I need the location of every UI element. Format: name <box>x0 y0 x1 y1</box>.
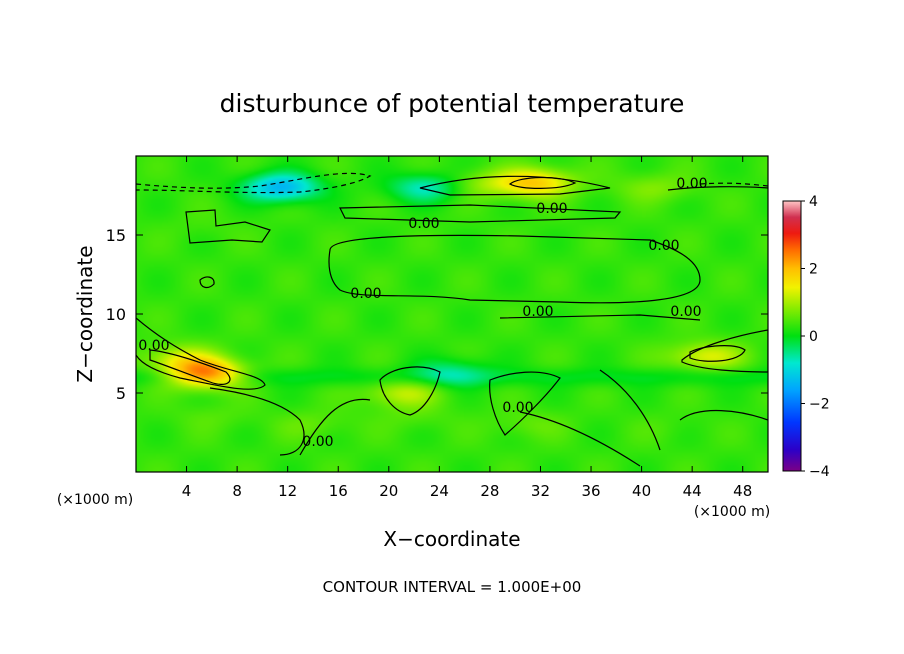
x-tick-label: 36 <box>581 482 600 500</box>
contour-interval-note: CONTOUR INTERVAL = 1.000E+00 <box>323 578 582 596</box>
colorbar-tick-label: −2 <box>809 397 830 413</box>
y-axis-label: Z−coordinate <box>73 245 97 382</box>
contour-line <box>149 349 231 385</box>
colorbar-tick-label: 0 <box>809 329 818 345</box>
y-tick-label: 15 <box>106 226 126 245</box>
contour-dashed <box>699 182 768 187</box>
contour-label: 0.00 <box>302 434 333 450</box>
contour-label: 0.00 <box>408 216 439 232</box>
x-axis-unit: (×1000 m) <box>694 504 770 520</box>
contour-label: 0.00 <box>522 304 553 320</box>
contour-line <box>508 176 577 189</box>
x-tick-label: 24 <box>430 482 449 500</box>
contour-labels: 0.00 0.00 0.00 0.00 0.00 0.00 0.00 0.00 0.00 0.00 <box>138 176 707 450</box>
x-tick-label: 8 <box>232 482 242 500</box>
contour-line <box>299 398 371 456</box>
x-tick-label: 48 <box>733 482 752 500</box>
contour-line <box>379 366 441 416</box>
contour-line <box>199 276 215 289</box>
contour-line <box>185 209 271 244</box>
x-tick-label: 16 <box>329 482 348 500</box>
colorbar-tick-label: −4 <box>809 464 830 480</box>
contour-line <box>679 410 768 421</box>
contour-label: 0.00 <box>670 304 701 320</box>
contour-label: 0.00 <box>502 400 533 416</box>
contour-line <box>136 317 266 390</box>
z-axis-unit: (×1000 m) <box>57 492 133 508</box>
chart-title: disturbunce of potential temperature <box>220 89 685 118</box>
contour-line <box>667 186 768 191</box>
contour-label: 0.00 <box>350 286 381 302</box>
x-tick-label: 28 <box>480 482 499 500</box>
contour-line <box>519 411 641 467</box>
x-tick-label: 12 <box>278 482 297 500</box>
contour-label: 0.00 <box>676 176 707 192</box>
contour-line <box>499 314 701 321</box>
y-tick-label: 10 <box>106 305 126 324</box>
contour-line <box>339 204 622 223</box>
colorbar-scale <box>782 200 802 472</box>
contour-label: 0.00 <box>536 201 567 217</box>
colorbar-tick-label: 4 <box>809 194 818 210</box>
contour-line <box>689 345 746 362</box>
colorbar-tick-label: 2 <box>809 262 818 278</box>
y-tick-label: 5 <box>116 384 126 403</box>
contour-dashed <box>136 172 372 194</box>
x-tick-label: 40 <box>632 482 651 500</box>
contour-label: 0.00 <box>138 338 169 354</box>
temperature-field <box>136 156 768 472</box>
x-tick-label: 4 <box>182 482 192 500</box>
contour-line <box>419 175 611 196</box>
contour-line <box>599 369 661 451</box>
contour-label: 0.00 <box>648 238 679 254</box>
colorbar-ticks: 4 2 0 −2 −4 <box>801 194 830 480</box>
x-axis-label: X−coordinate <box>383 527 520 551</box>
x-tick-label: 32 <box>531 482 550 500</box>
colorbar: 4 2 0 −2 −4 <box>782 194 830 480</box>
contour-line <box>209 387 305 456</box>
x-tick-label: 20 <box>379 482 398 500</box>
contour-lines <box>136 172 768 467</box>
plot-area: 0.000.000.000.000.00 0.000.000.000.000.00… <box>106 155 769 500</box>
contour-line <box>328 234 701 304</box>
x-tick-label: 44 <box>683 482 702 500</box>
contour-line <box>489 371 561 436</box>
